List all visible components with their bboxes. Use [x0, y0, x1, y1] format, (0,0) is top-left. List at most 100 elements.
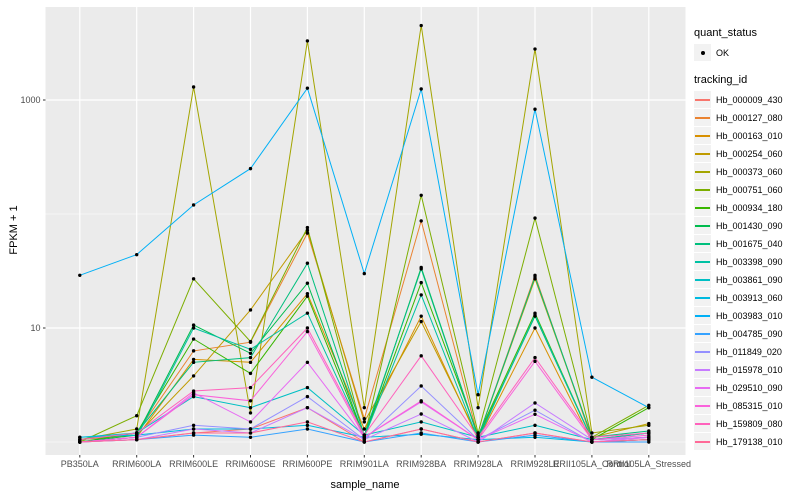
data-point [191, 326, 196, 330]
data-point [191, 423, 196, 428]
data-point [248, 420, 253, 424]
data-point [191, 389, 196, 393]
legend-key-line [695, 243, 710, 245]
data-point [305, 420, 310, 424]
data-point [191, 431, 196, 435]
data-point [419, 267, 423, 271]
data-point [191, 337, 196, 341]
data-point [191, 374, 196, 378]
data-point [647, 423, 651, 428]
legend-key-box [694, 127, 711, 144]
data-point [590, 431, 594, 435]
legend-item-label: Hb_000127_080 [716, 112, 783, 123]
legend-key-box [694, 361, 711, 378]
data-point [533, 431, 537, 435]
data-point [647, 405, 651, 410]
data-point [419, 399, 423, 403]
legend-key-line [695, 405, 710, 407]
data-point [305, 423, 310, 428]
data-point [647, 431, 651, 435]
data-point [248, 355, 253, 360]
legend-item-Hb_000254_060: Hb_000254_060 [694, 145, 798, 162]
data-point [305, 311, 310, 315]
data-point [419, 427, 423, 431]
data-point [590, 375, 594, 379]
legend-key-line [695, 441, 710, 443]
panel-background [45, 7, 686, 455]
x-tick-label: RRIM600PE [282, 459, 332, 469]
legend-key-line [695, 387, 710, 389]
legend-item-Hb_004785_090: Hb_004785_090 [694, 325, 798, 342]
legend-key-line [695, 99, 710, 101]
data-point [419, 314, 423, 318]
legend-item-ok: OK [694, 44, 798, 61]
data-point [305, 294, 310, 298]
legend-key-line [695, 369, 710, 371]
point-symbol-icon [700, 50, 705, 55]
data-point [305, 360, 310, 365]
data-point [248, 411, 253, 415]
x-tick-label: RRIM901LA [340, 459, 389, 469]
legend-key-line [695, 351, 710, 353]
data-point [362, 420, 366, 424]
data-point [419, 293, 423, 297]
legend-item-Hb_001430_090: Hb_001430_090 [694, 217, 798, 234]
data-point [419, 193, 423, 197]
data-point [476, 405, 480, 410]
data-point [248, 339, 253, 344]
legend-item-label: Hb_001430_090 [716, 220, 783, 231]
data-point [248, 405, 253, 410]
legend-key-line [695, 189, 710, 191]
legend-title-tracking-id: tracking_id [694, 74, 748, 86]
legend-item-Hb_003983_010: Hb_003983_010 [694, 307, 798, 324]
data-point [533, 355, 537, 360]
data-point [647, 440, 651, 444]
legend-tracking-items: Hb_000009_430 Hb_000127_080 Hb_000163_010 H… [694, 91, 798, 450]
data-point [362, 417, 366, 421]
data-point [476, 392, 480, 397]
legend-item-Hb_159809_080: Hb_159809_080 [694, 415, 798, 432]
legend-key-box [694, 109, 711, 126]
data-point [305, 329, 310, 334]
data-point [78, 273, 82, 277]
legend-key-line [695, 207, 710, 209]
data-point [248, 308, 253, 312]
data-point [305, 231, 310, 235]
legend-item-Hb_085315_010: Hb_085315_010 [694, 397, 798, 414]
legend-item-label: Hb_000751_060 [716, 184, 783, 195]
data-point [78, 440, 82, 444]
legend-key-line [695, 117, 710, 119]
data-point [305, 39, 310, 43]
legend-item-label: Hb_004785_090 [716, 328, 783, 339]
data-point [191, 203, 196, 207]
data-point [647, 437, 651, 442]
legend-key-box [694, 433, 711, 450]
data-point [419, 354, 423, 358]
data-point [647, 403, 651, 407]
data-point [305, 405, 310, 410]
data-point [533, 326, 537, 330]
legend-item-label: Hb_015978_010 [716, 364, 783, 375]
data-point [305, 228, 310, 232]
legend-item-Hb_003913_060: Hb_003913_060 [694, 289, 798, 306]
legend-title-quant-status: quant_status [694, 27, 757, 39]
legend-key-box [694, 379, 711, 396]
legend-key-box [694, 325, 711, 342]
y-axis-title: FPKM + 1 [8, 205, 20, 255]
data-point [476, 440, 480, 444]
data-point [419, 87, 423, 91]
legend-key-line [695, 333, 710, 335]
data-point [419, 219, 423, 223]
legend-key-box [694, 217, 711, 234]
data-point [248, 399, 253, 403]
x-tick-label: RRIM928LE [510, 459, 559, 469]
legend-key-box [694, 181, 711, 198]
legend-item-label: Hb_159809_080 [716, 418, 783, 429]
data-point [305, 427, 310, 431]
data-point [362, 440, 366, 444]
data-point [135, 427, 139, 431]
data-point [248, 435, 253, 439]
data-point [533, 47, 537, 51]
data-point [533, 423, 537, 428]
legend-key-line [695, 261, 710, 263]
